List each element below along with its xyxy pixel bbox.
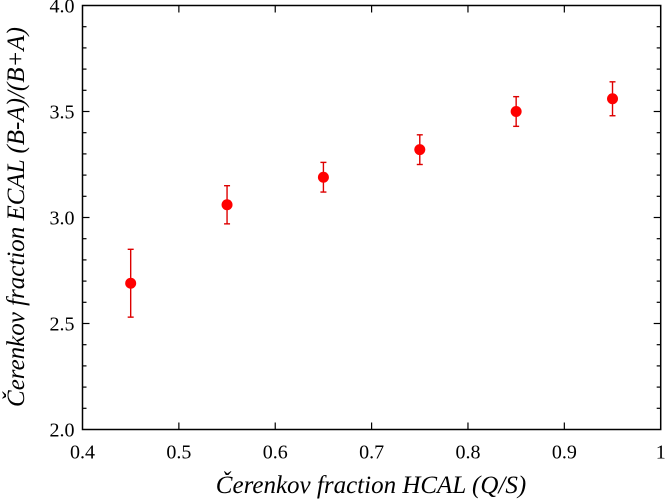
data-points xyxy=(125,81,619,318)
data-point xyxy=(414,134,426,166)
plot-frame xyxy=(81,4,662,431)
y-tick-label: 2.5 xyxy=(50,314,75,336)
x-axis-label: Čerenkov fraction HCAL (Q/S) xyxy=(216,471,526,499)
marker xyxy=(125,277,137,289)
x-tick-label: 0.4 xyxy=(70,442,95,464)
x-tick-label: 0.8 xyxy=(455,442,480,464)
y-tick-label: 2.0 xyxy=(50,420,75,442)
marker xyxy=(221,199,233,211)
y-tick-label: 3.0 xyxy=(50,208,75,230)
y-axis-label: Čerenkov fraction ECAL (B-A)/(B+A) xyxy=(2,27,30,407)
marker xyxy=(607,93,619,105)
data-point xyxy=(510,95,522,128)
x-tick-label: 1 xyxy=(656,442,666,464)
marker xyxy=(317,171,329,183)
x-tick-label: 0.7 xyxy=(359,442,384,464)
data-point xyxy=(607,81,619,117)
y-tick-label: 4.0 xyxy=(50,0,75,18)
x-tick-label: 0.5 xyxy=(166,442,191,464)
marker xyxy=(414,144,426,156)
tick-labels: 0.4 0.5 0.6 0.7 0.8 0.9 1 2.0 2.5 3.0 3.5 4.0 xyxy=(50,0,666,464)
marker xyxy=(510,106,522,117)
x-tick-label: 0.6 xyxy=(263,442,288,464)
data-point xyxy=(221,184,233,225)
data-point xyxy=(317,161,329,193)
data-point xyxy=(125,248,137,318)
y-tick-label: 3.5 xyxy=(50,102,75,124)
axis-ticks xyxy=(82,5,661,430)
x-tick-label: 0.9 xyxy=(552,442,577,464)
